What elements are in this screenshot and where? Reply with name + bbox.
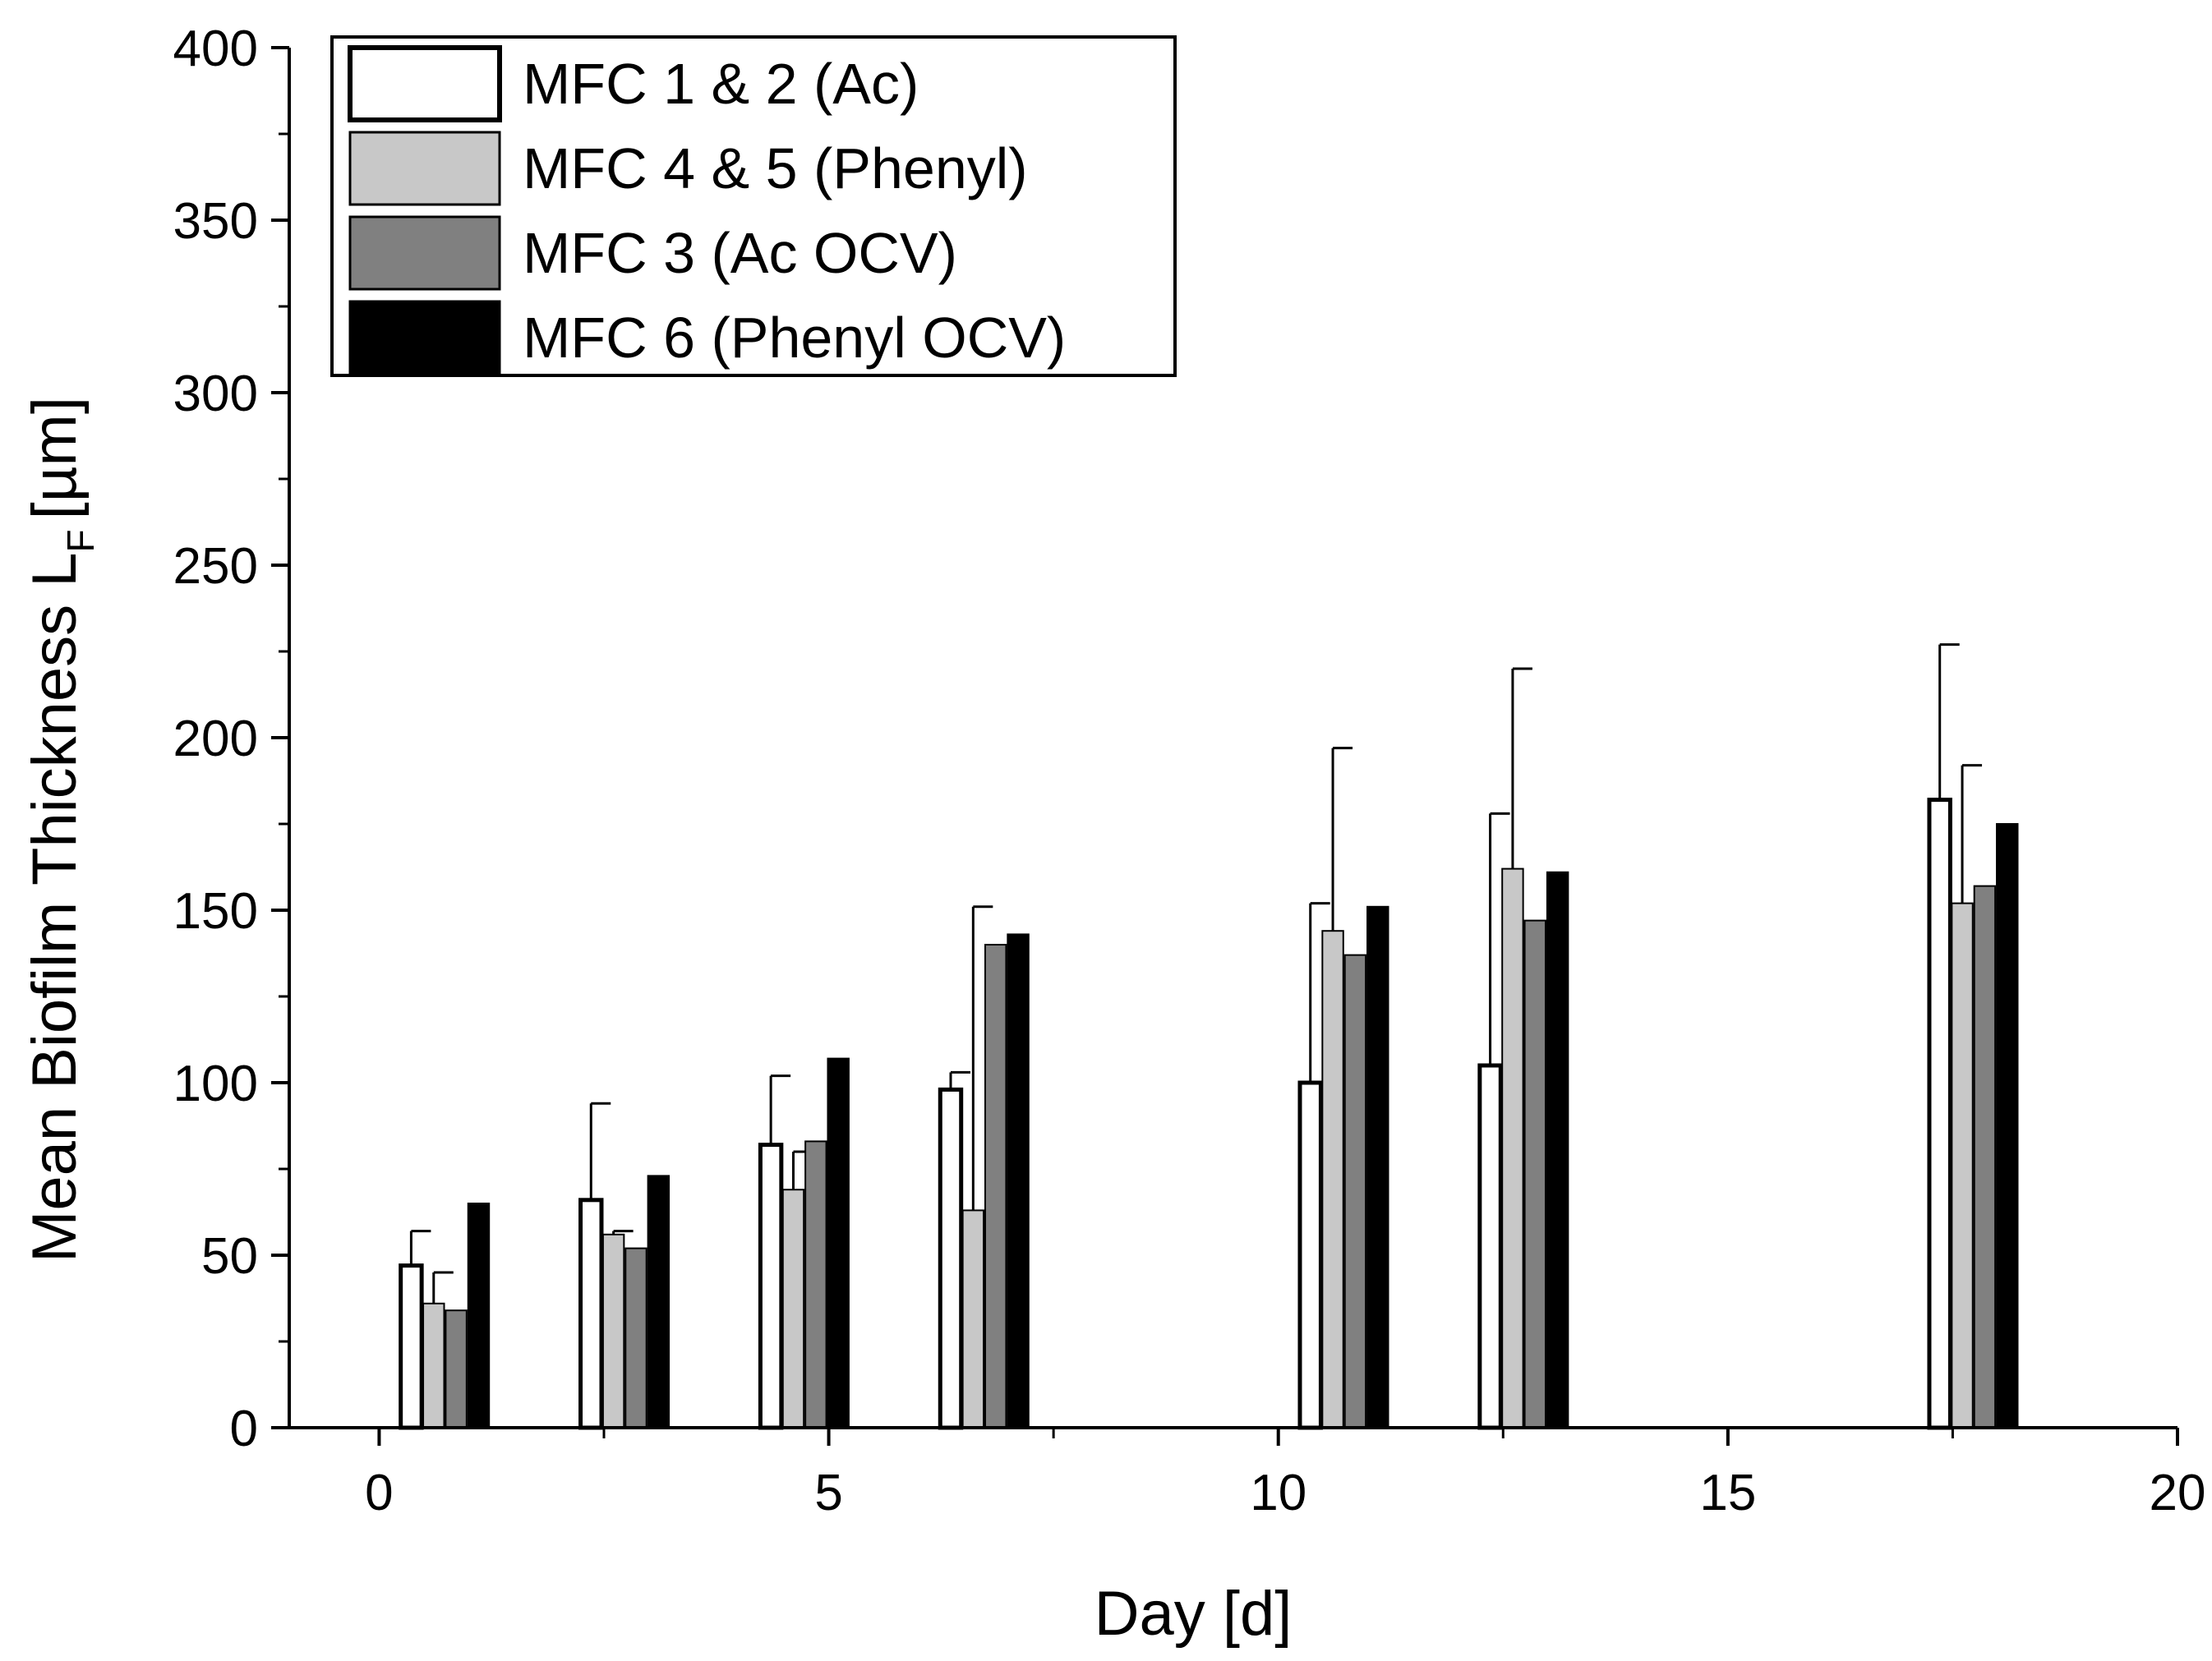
y-tick-label: 250 [173,538,258,595]
y-tick-label: 150 [173,883,258,940]
bar [984,944,1007,1429]
bar [624,1247,647,1429]
y-axis-title-unit: [µm] [20,397,90,519]
y-axis-title-main: Mean Biofilm Thickness L [20,552,90,1263]
legend-label: MFC 4 & 5 (Phenyl) [523,136,1028,200]
bar [781,1189,805,1429]
bars [399,798,2019,1430]
y-axis-ticks: 0 50 100 150 200 250 300 350 400 [173,21,289,1457]
x-tick-label: 15 [1699,1465,1756,1521]
bar [601,1233,625,1429]
bar [1477,1063,1503,1430]
legend-swatch [348,131,501,206]
bar [467,1203,491,1429]
y-tick-label: 100 [173,1056,258,1112]
y-tick-label: 200 [173,711,258,767]
y-tick-label: 300 [173,366,258,422]
bar [1366,905,1389,1429]
error-bars [409,643,1983,1304]
bar [578,1198,604,1430]
bar [804,1140,827,1429]
legend-label: MFC 3 (Ac OCV) [523,221,957,285]
legend-swatch [348,300,501,375]
bar [1501,867,1524,1429]
x-axis-ticks: 0 5 10 15 20 [365,1428,2205,1521]
legend-label: MFC 1 & 2 (Ac) [523,52,919,116]
bar [1523,919,1546,1429]
legend-swatch [348,45,502,122]
y-axis-title: Mean Biofilm Thickness LF [µm] [20,397,102,1263]
bar [1297,1080,1323,1430]
bar [938,1087,964,1430]
y-axis-title-subscript: F [59,529,102,552]
bar [1343,954,1367,1429]
bar [1996,823,2019,1429]
y-tick-label: 0 [230,1401,258,1457]
legend-label: MFC 6 (Phenyl OCV) [523,306,1066,370]
x-tick-label: 10 [1250,1465,1306,1521]
x-axis-title: Day [d] [1094,1579,1293,1649]
legend: MFC 1 & 2 (Ac) MFC 4 & 5 (Phenyl) MFC 3 (A… [330,35,1177,377]
x-tick-label: 5 [814,1465,842,1521]
bar [1927,798,1952,1430]
bar [1321,930,1344,1429]
bar [758,1143,784,1430]
bar [1007,933,1030,1429]
bar [1973,885,1997,1429]
bar [445,1309,468,1429]
y-tick-label: 50 [201,1228,258,1285]
x-tick-label: 20 [2150,1465,2206,1521]
y-tick-label: 350 [173,193,258,250]
bar [399,1263,424,1430]
x-tick-label: 0 [365,1465,393,1521]
svg-text:Mean Biofilm Thickness LF[µm]: Mean Biofilm Thickness LF [µm] [20,397,102,1263]
legend-swatch [348,215,501,291]
bar [1951,902,1974,1429]
bar [647,1175,671,1429]
bar [961,1209,985,1429]
bar [422,1302,445,1429]
bar [827,1057,850,1429]
bar [1546,871,1569,1429]
y-tick-label: 400 [173,21,258,77]
